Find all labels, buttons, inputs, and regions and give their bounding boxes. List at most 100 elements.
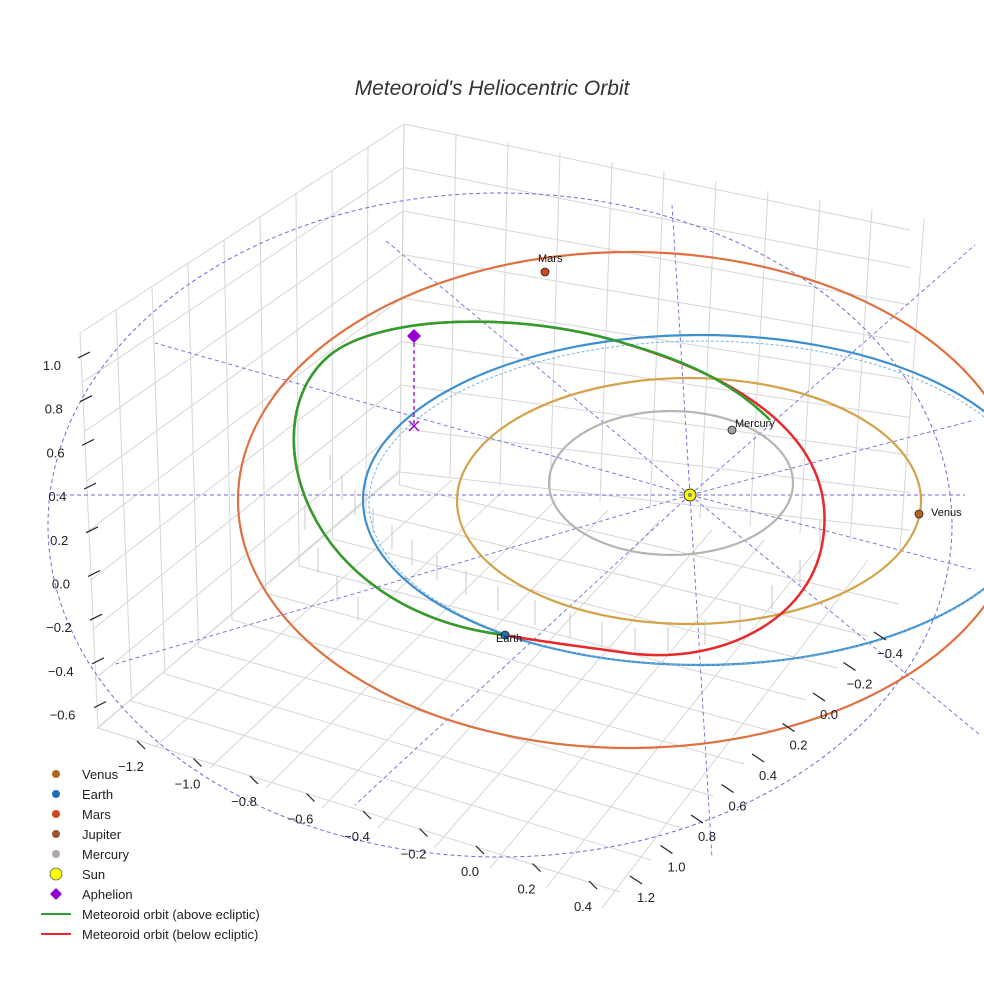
legend-label: Mercury (82, 847, 129, 862)
x-tick-label: 0.4 (574, 899, 592, 914)
x-tick-label: −0.2 (401, 847, 427, 862)
mars-marker (540, 267, 550, 277)
z-tick-mark (77, 351, 91, 359)
x-tick-mark (362, 810, 372, 820)
radial-reference-line (671, 204, 691, 496)
venus-orbit (455, 376, 923, 626)
z-tick-mark (81, 438, 95, 446)
x-tick-mark (475, 845, 485, 855)
grid-line (601, 559, 869, 909)
mars-orbit (237, 250, 984, 750)
z-tick-mark (93, 701, 107, 709)
x-tick-label: −0.6 (288, 812, 314, 827)
grid-line (402, 210, 911, 306)
grid-line (231, 619, 745, 765)
grid-line (153, 479, 453, 749)
grid-line (131, 700, 652, 861)
grid-line (799, 199, 821, 535)
grid-line (91, 384, 402, 631)
grid-line (79, 123, 405, 334)
x-tick-mark (193, 758, 202, 767)
y-tick-label: 0.4 (759, 768, 777, 783)
legend-circle-swatch (52, 790, 60, 798)
radial-reference-line (384, 239, 691, 496)
z-tick-label: −0.2 (46, 620, 72, 635)
y-tick-label: −0.2 (847, 677, 873, 692)
legend-sun-swatch (49, 867, 63, 881)
x-tick-label: 0.2 (517, 882, 535, 897)
radial-reference-line (689, 419, 976, 496)
grid-line (164, 673, 683, 829)
chart-title: Meteoroid's Heliocentric Orbit (355, 77, 631, 100)
grid-line (402, 254, 911, 343)
y-tick-mark (629, 875, 643, 885)
y-tick-mark (721, 784, 734, 793)
earth-label: Earth (496, 633, 522, 645)
legend-label: Earth (82, 787, 113, 802)
legend-circle-swatch (52, 810, 60, 818)
legend-label: Sun (82, 867, 105, 882)
y-tick-mark (690, 814, 704, 824)
aphelion-projection-cross (408, 420, 420, 432)
grid-line (545, 549, 817, 889)
y-tick-label: 1.0 (667, 860, 685, 875)
grid-line (377, 519, 661, 829)
legend-circle-swatch (52, 850, 60, 858)
mercury-marker (727, 425, 737, 435)
z-tick-mark (79, 395, 93, 403)
grid-line (151, 286, 166, 675)
grid-line (599, 161, 613, 503)
grid-line (97, 727, 621, 893)
x-tick-label: −1.0 (175, 777, 201, 792)
z-tick-label: 0.8 (45, 402, 63, 417)
radial-reference-line (689, 244, 976, 496)
axis-ticks: −0.6 −0.4 −0.2 0.0 0.2 0.4 0.6 0.8 1.0 −1.2 −1.0 −0… (43, 351, 903, 914)
grid-line (295, 193, 300, 567)
grid-line (265, 592, 776, 733)
radial-reference-line (689, 494, 713, 859)
earth-marker (500, 630, 510, 640)
grid-line (209, 489, 505, 769)
legend-label: Meteoroid orbit (above ecliptic) (82, 907, 260, 922)
radial-reference-line (354, 494, 691, 806)
y-tick-mark (782, 723, 795, 732)
y-tick-mark (751, 753, 765, 763)
mars-label: Mars (538, 253, 563, 265)
z-tick-mark (85, 526, 99, 534)
y-tick-mark (660, 845, 673, 854)
grid-line (223, 240, 233, 621)
grid-line (549, 152, 561, 495)
grid-line (403, 123, 911, 231)
y-tick-label: 0.0 (820, 707, 838, 722)
grid-line (849, 209, 873, 543)
planet-orbits (47, 192, 984, 859)
legend-circle-swatch (52, 830, 60, 838)
y-tick-label: 0.2 (789, 738, 807, 753)
z-tick-mark (91, 657, 105, 665)
meteoroid-orbit-below (292, 320, 826, 657)
grid-line (399, 484, 900, 605)
x-tick-mark (588, 880, 598, 890)
grid-line (265, 499, 557, 789)
y-tick-label: 0.8 (698, 829, 716, 844)
grid-line (649, 171, 665, 511)
x-tick-mark (136, 740, 146, 750)
z-tick-mark (87, 569, 101, 578)
grid-line (403, 167, 911, 268)
y-tick-label: 1.2 (637, 890, 655, 905)
legend-label: Venus (82, 767, 119, 782)
z-tick-label: 0.6 (47, 445, 65, 460)
x-tick-mark (306, 793, 315, 802)
x-tick-label: −0.8 (231, 794, 257, 809)
x-tick-mark (532, 863, 541, 872)
grid-line (97, 469, 401, 729)
sun-marker-core (688, 493, 692, 497)
grid-line (187, 263, 199, 648)
radial-reference-line (689, 494, 981, 736)
legend-label: Mars (82, 807, 111, 822)
y-tick-label: 0.6 (728, 799, 746, 814)
z-tick-label: 0.0 (52, 577, 70, 592)
grid-line (365, 147, 369, 513)
z-tick-mark (83, 482, 97, 490)
meteoroid-orbit (292, 320, 826, 657)
